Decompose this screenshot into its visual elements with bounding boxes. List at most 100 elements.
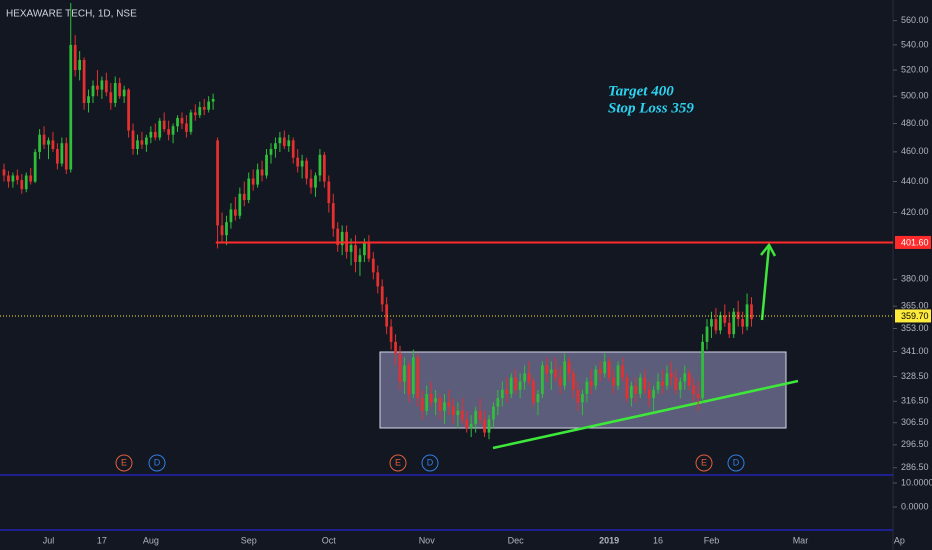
candle-body: [750, 304, 753, 320]
candle-body: [198, 107, 202, 116]
y-tick-label: 0.0000: [901, 501, 929, 511]
candle-body: [469, 423, 473, 429]
event-label: E: [701, 457, 707, 467]
price-label-box: [895, 309, 931, 323]
candle-body: [29, 175, 33, 182]
candle-body: [736, 311, 740, 320]
candle-body: [465, 419, 469, 429]
candle-body: [665, 373, 669, 386]
candle-body: [131, 130, 135, 149]
candle-body: [109, 92, 113, 103]
candle-body: [340, 231, 344, 246]
candle-body: [118, 83, 122, 97]
candle-body: [309, 178, 313, 188]
candle-body: [136, 140, 139, 149]
price-label: 359.70: [901, 311, 929, 321]
candle-body: [349, 245, 353, 252]
candle-body: [64, 143, 68, 170]
candle-body: [220, 225, 224, 236]
candle-body: [598, 369, 602, 374]
candle-body: [514, 377, 518, 390]
target-arrow: [760, 245, 771, 321]
y-tick-label: 365.00: [901, 301, 929, 311]
candle-body: [127, 89, 130, 131]
event-label: E: [395, 457, 401, 467]
candle-body: [251, 178, 255, 185]
candle-body: [322, 154, 326, 182]
x-tick-label: Feb: [704, 535, 720, 545]
candle-body: [638, 377, 642, 394]
candle-body: [7, 175, 10, 182]
candle-body: [483, 419, 486, 433]
event-marker: [148, 454, 166, 472]
candle-body: [612, 377, 615, 386]
candle-body: [274, 143, 277, 149]
candle-body: [661, 381, 664, 386]
candle-body: [314, 175, 317, 188]
candle-body: [496, 398, 500, 407]
candle-body: [167, 129, 171, 135]
candle-body: [229, 209, 233, 223]
x-tick-label: Sep: [241, 535, 257, 545]
candle-body: [723, 315, 727, 323]
candle-body: [189, 112, 193, 132]
candle-body: [256, 169, 260, 185]
candle-body: [38, 134, 41, 152]
candle-body: [629, 385, 633, 399]
price-label: 401.60: [901, 237, 929, 247]
chart-title: HEXAWARE TECH, 1D, NSE: [6, 9, 137, 20]
candle-body: [331, 203, 335, 229]
y-tick-label: 380.00: [901, 274, 929, 284]
candle-body: [607, 361, 611, 378]
event-marker: [115, 454, 133, 472]
candle-body: [211, 98, 215, 102]
x-tick-label: Oct: [322, 535, 337, 545]
candle-body: [291, 140, 295, 158]
candle-body: [407, 365, 411, 394]
candle-body: [692, 385, 696, 394]
candle-body: [447, 402, 451, 407]
candle-body: [380, 286, 384, 305]
y-tick-label: 10.0000: [901, 477, 932, 487]
y-tick-label: 286.50: [901, 462, 929, 472]
candle-body: [509, 377, 513, 394]
y-tick-label: 460.00: [901, 146, 929, 156]
candle-body: [282, 137, 286, 147]
candle-body: [162, 120, 166, 130]
candle-body: [429, 393, 433, 403]
candle-body: [247, 178, 251, 200]
candle-body: [47, 140, 50, 145]
candle-body: [242, 193, 246, 200]
event-marker: [421, 454, 439, 472]
candle-body: [678, 381, 682, 390]
candle-body: [336, 228, 340, 246]
candle-body: [202, 107, 206, 110]
event-marker: [695, 454, 713, 472]
candle-body: [358, 255, 362, 262]
y-tick-label: 500.00: [901, 91, 929, 101]
candle-body: [474, 410, 478, 424]
candle-body: [527, 373, 531, 382]
event-label: D: [733, 457, 740, 467]
y-tick-label: 420.00: [901, 207, 929, 217]
candle-body: [145, 137, 148, 145]
candle-body: [78, 59, 82, 71]
y-tick-label: 440.00: [901, 176, 929, 186]
y-tick-label: 316.50: [901, 396, 929, 406]
candle-body: [296, 157, 300, 167]
candle-body: [113, 83, 117, 103]
candle-body: [371, 258, 375, 273]
candle-body: [11, 175, 15, 182]
candle-body: [193, 112, 197, 116]
candle-body: [216, 140, 219, 226]
trend-line: [492, 379, 799, 450]
candle-body: [585, 381, 589, 394]
y-tick-label: 306.50: [901, 417, 929, 427]
candle-body: [625, 377, 629, 399]
annotation: Target 400: [608, 83, 674, 99]
candle-body: [523, 373, 526, 382]
price-label-box: [895, 235, 931, 249]
candle-body: [104, 80, 108, 93]
candle-body: [718, 315, 722, 331]
candle-body: [674, 377, 678, 390]
